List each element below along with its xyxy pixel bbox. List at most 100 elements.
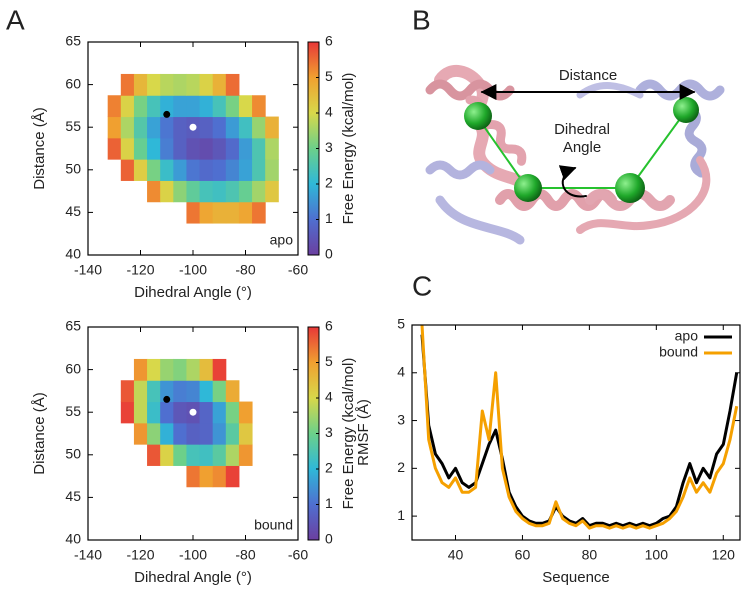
- x-axis-title: Sequence: [542, 569, 610, 586]
- colorbar-title: Free Energy (kcal/mol): [340, 73, 357, 225]
- heatmap-cell: [173, 95, 187, 118]
- heatmap-cell: [212, 159, 227, 181]
- heatmap-cell: [160, 444, 174, 466]
- marker-point: [189, 408, 197, 416]
- x-tick-label: 80: [582, 547, 598, 563]
- x-tick-label: -80: [235, 547, 255, 563]
- ribbon: [684, 105, 707, 178]
- connector: [477, 117, 526, 186]
- heatmap-cell: [186, 422, 201, 445]
- diagram-label: Distance: [559, 67, 617, 84]
- colorbar-tick-label: 5: [325, 353, 333, 369]
- heatmap-cell: [173, 73, 187, 96]
- ribbon: [635, 79, 725, 101]
- heatmap-cell: [173, 180, 187, 203]
- heatmap-cell: [225, 137, 240, 160]
- y-tick-label: 40: [65, 246, 81, 262]
- y-tick-label: 5: [397, 316, 405, 332]
- x-tick-label: 120: [712, 547, 736, 563]
- heatmap-cell: [199, 73, 214, 96]
- heatmap-cell: [199, 422, 214, 445]
- heatmap-cell: [173, 116, 187, 139]
- heatmap-cell: [225, 201, 240, 224]
- heatmap-cell: [212, 180, 227, 203]
- y-tick-label: 3: [397, 411, 405, 427]
- panel-letter: A: [6, 4, 25, 35]
- plot-frame: [87, 41, 299, 256]
- heatmap-cell: [133, 401, 148, 424]
- heatmap-cell: [225, 180, 240, 203]
- heatmap-cell: [252, 116, 266, 139]
- heatmap-cell: [173, 159, 187, 181]
- x-axis-title: Dihedral Angle (°): [134, 569, 252, 586]
- x-tick-label: -100: [179, 262, 207, 278]
- colorbar-tick-label: 5: [325, 68, 333, 84]
- heatmap-cell: [238, 159, 253, 181]
- y-tick-label: 2: [397, 459, 405, 475]
- heatmap-cell: [107, 116, 122, 139]
- heatmap-cell: [160, 358, 174, 381]
- heatmap-cell: [147, 159, 161, 181]
- heatmap-cell: [265, 116, 279, 139]
- heatmap-cell: [160, 116, 174, 139]
- heatmap-cell: [199, 201, 214, 224]
- atom-sphere: [615, 173, 645, 203]
- colorbar-tick-label: 0: [325, 246, 333, 262]
- heatmap-cell: [212, 401, 227, 424]
- x-tick-label: 60: [515, 547, 531, 563]
- x-axis-title: Dihedral Angle (°): [134, 284, 252, 301]
- y-tick-label: 40: [65, 531, 81, 547]
- heatmap-cell: [133, 380, 148, 403]
- heatmap-cell: [147, 444, 161, 466]
- y-tick-label: 45: [65, 488, 81, 504]
- annotation: apo: [270, 232, 294, 248]
- heatmap-cell: [252, 201, 266, 224]
- heatmap-cell: [133, 116, 148, 139]
- y-tick-label: 50: [65, 161, 81, 177]
- ribbon: [576, 82, 644, 99]
- heatmap-cell: [133, 159, 148, 181]
- y-tick-label: 45: [65, 203, 81, 219]
- legend-label: bound: [659, 344, 698, 360]
- heatmap-cell: [199, 180, 214, 203]
- heatmap-cell: [147, 180, 161, 203]
- heatmap-cell: [173, 137, 187, 160]
- y-tick-label: 55: [65, 403, 81, 419]
- marker-point: [163, 395, 171, 403]
- heatmap-cell: [225, 401, 240, 424]
- heatmap-cell: [238, 401, 253, 424]
- colorbar-tick-label: 6: [325, 33, 333, 49]
- heatmap-cell: [238, 201, 253, 224]
- heatmap-cell: [160, 422, 174, 445]
- heatmap-cell: [212, 444, 227, 466]
- heatmap-cell: [120, 380, 135, 403]
- heatmap-cell: [160, 137, 174, 160]
- heatmap-cell: [186, 180, 201, 203]
- colorbar-tick-label: 2: [325, 460, 333, 476]
- heatmap-cell: [186, 73, 201, 96]
- heatmap-cell: [252, 180, 266, 203]
- x-tick-label: -140: [74, 547, 102, 563]
- ribbon: [425, 79, 515, 101]
- plot-frame: [411, 324, 741, 541]
- heatmap-cell: [120, 401, 135, 424]
- atom-sphere: [673, 97, 699, 123]
- heatmap-cell: [186, 159, 201, 181]
- heatmap-cell: [199, 358, 214, 381]
- heatmap-cell: [265, 137, 279, 160]
- diagram-label: Dihedral: [554, 121, 610, 138]
- ribbon: [435, 195, 525, 245]
- colorbar-tick-label: 1: [325, 495, 333, 511]
- heatmap-cell: [147, 73, 161, 96]
- heatmap-cell: [225, 95, 240, 118]
- heatmap-cell: [212, 380, 227, 403]
- heatmap-cell: [225, 465, 240, 488]
- heatmap-cell: [238, 444, 253, 466]
- heatmap-cell: [199, 401, 214, 424]
- annotation: bound: [254, 517, 293, 533]
- y-axis-title: Distance (Å): [31, 392, 48, 475]
- heatmap-cell: [186, 137, 201, 160]
- heatmap-cell: [186, 444, 201, 466]
- heatmap-cell: [147, 380, 161, 403]
